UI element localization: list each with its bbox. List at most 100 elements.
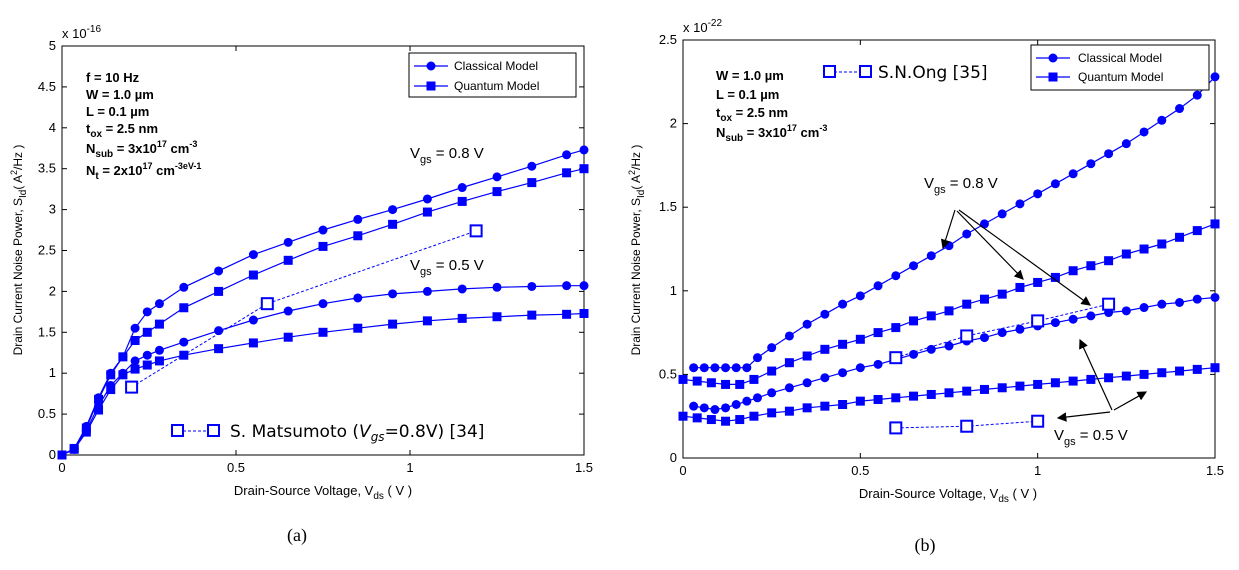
- data-point-b-0-12: [855, 291, 865, 301]
- data-point-b-3-12: [873, 394, 883, 404]
- y-tick-label-b: 1.5: [659, 199, 677, 214]
- y-axis-label-b-unit: ( A: [629, 175, 643, 190]
- x-axis-label-a: Drain-Source Voltage, Vds ( V ): [234, 483, 412, 502]
- data-point-b-1-1: [692, 376, 702, 386]
- data-point-b-1-4: [735, 379, 745, 389]
- param-a-5-main: N: [86, 163, 95, 178]
- y-multiplier-a-exp: -16: [87, 24, 102, 35]
- data-point-b-0-3: [721, 363, 731, 373]
- annotation-b-vgs-05-rest: = 0.5 V: [1076, 427, 1128, 444]
- annotation-a-vgs-08-main: V: [410, 145, 420, 162]
- data-point-b-2-21: [1015, 324, 1025, 334]
- y-tick-label-b: 0: [670, 450, 677, 465]
- x-axis-label-a-sub: ds: [373, 491, 384, 502]
- arrow-b-05-reference: [1056, 411, 1111, 422]
- data-point-b-1-19: [997, 289, 1007, 299]
- data-point-b-0-26: [1104, 149, 1114, 159]
- data-point-a-0-13: [318, 225, 328, 235]
- param-b-3-main: N: [716, 125, 725, 140]
- data-point-b-2-7: [767, 388, 777, 398]
- x-axis-label-b-main: Drain-Source Voltage, V: [859, 486, 999, 501]
- series-line-b-4: [895, 303, 1109, 359]
- legend-b-marker-quantum: [1048, 72, 1058, 82]
- data-point-b-2-29: [1157, 299, 1167, 309]
- annotation-a-vgs-08-rest: = 0.8 V: [432, 145, 484, 162]
- param-b-2-rest: = 2.5 nm: [732, 105, 788, 120]
- data-point-b-2-16: [926, 344, 936, 354]
- data-point-b-0-17: [944, 241, 954, 251]
- data-point-b-1-18: [979, 294, 989, 304]
- data-point-a-1-9: [179, 303, 189, 313]
- y-axis-label-a-sub: Id: [18, 190, 29, 198]
- data-point-b-2-30: [1175, 298, 1185, 308]
- data-point-b-3-23: [1068, 376, 1078, 386]
- data-point-a-2-9: [179, 337, 189, 347]
- data-point-a-0-16: [422, 194, 432, 204]
- data-point-a-3-15: [388, 319, 398, 329]
- y-tick-label-a: 0: [49, 447, 56, 462]
- data-point-a-2-19: [527, 281, 537, 291]
- data-point-b-3-3: [721, 416, 731, 426]
- data-point-b-1-20: [1015, 282, 1025, 292]
- reference-legend-b-label: S.N.Ong [35]: [878, 63, 988, 83]
- data-point-b-1-11: [855, 334, 865, 344]
- data-point-a-3-10: [214, 344, 224, 354]
- data-point-b-3-13: [891, 393, 901, 403]
- data-point-b-2-9: [802, 378, 812, 388]
- data-point-a-2-21: [579, 281, 589, 291]
- y-tick-label-b: 0.5: [659, 366, 677, 381]
- data-point-b-0-25: [1086, 159, 1096, 169]
- x-tick-label-b: 0: [679, 463, 686, 478]
- data-point-b-4-1: [960, 329, 974, 343]
- arrow-b-05-quantum: [1113, 391, 1148, 411]
- y-tick-label-a: 5: [49, 38, 56, 53]
- param-a-4-sub: sub: [95, 149, 113, 160]
- data-point-b-0-24: [1068, 169, 1078, 179]
- data-point-b-2-8: [784, 383, 794, 393]
- data-point-b-2-10: [820, 373, 830, 383]
- y-axis-label-a: Drain Current Noise Power, SId( A2/Hz ): [9, 145, 29, 356]
- data-point-b-3-17: [962, 386, 972, 396]
- param-b-3-sub: sub: [725, 133, 743, 144]
- reference-legend-a-label-main: S. Matsumoto (: [230, 422, 359, 442]
- y-tick-label-a: 3: [49, 202, 56, 217]
- data-point-b-1-8: [802, 351, 812, 361]
- data-point-b-1-5: [749, 374, 759, 384]
- y-axis-label-b-unit-sup: 2: [627, 170, 637, 175]
- data-point-b-3-5: [749, 411, 759, 421]
- data-point-a-1-21: [579, 164, 589, 174]
- data-point-b-3-11: [855, 396, 865, 406]
- param-a-1-main: W = 1.0 µm: [86, 87, 154, 102]
- param-b-2-main: t: [716, 105, 721, 120]
- param-b-1: L = 0.1 µm: [716, 87, 779, 102]
- data-point-b-3-18: [979, 384, 989, 394]
- y-axis-label-a-unit: ( A: [11, 175, 25, 190]
- series-line-a-3: [61, 312, 585, 456]
- data-point-b-0-18: [962, 229, 972, 239]
- data-point-a-3-5: [118, 370, 128, 380]
- x-axis-label-b-unit: ( V ): [1009, 486, 1037, 501]
- data-point-a-3-16: [422, 316, 432, 326]
- data-point-b-1-24: [1086, 261, 1096, 271]
- data-point-b-0-31: [1192, 90, 1202, 100]
- data-point-b-1-12: [873, 328, 883, 338]
- y-tick-label-b: 1: [670, 283, 677, 298]
- y-axis-label-b-sub: Id: [636, 190, 647, 198]
- caption-b: (b): [915, 535, 936, 556]
- annotation-a-vgs-05-main: V: [410, 257, 420, 274]
- legend-a-marker-classical: [426, 61, 436, 71]
- data-point-b-1-21: [1033, 277, 1043, 287]
- x-axis-label-b: Drain-Source Voltage, Vds ( V ): [859, 486, 1037, 505]
- data-point-b-2-28: [1139, 303, 1149, 313]
- x-tick-label-b: 1: [1034, 463, 1041, 478]
- param-b-3-sup: 17: [787, 123, 797, 133]
- legend-b-label-quantum: Quantum Model: [1078, 70, 1163, 84]
- param-a-4: Nsub = 3x1017 cm-3: [86, 139, 197, 160]
- data-point-b-2-23: [1050, 318, 1060, 328]
- data-point-b-3-31: [1210, 363, 1220, 373]
- data-point-a-4-0: [125, 380, 139, 394]
- data-point-a-3-20: [562, 309, 572, 319]
- param-a-5: Nt = 2x1017 cm-3eV-1: [86, 161, 201, 182]
- data-point-a-3-7: [142, 360, 152, 370]
